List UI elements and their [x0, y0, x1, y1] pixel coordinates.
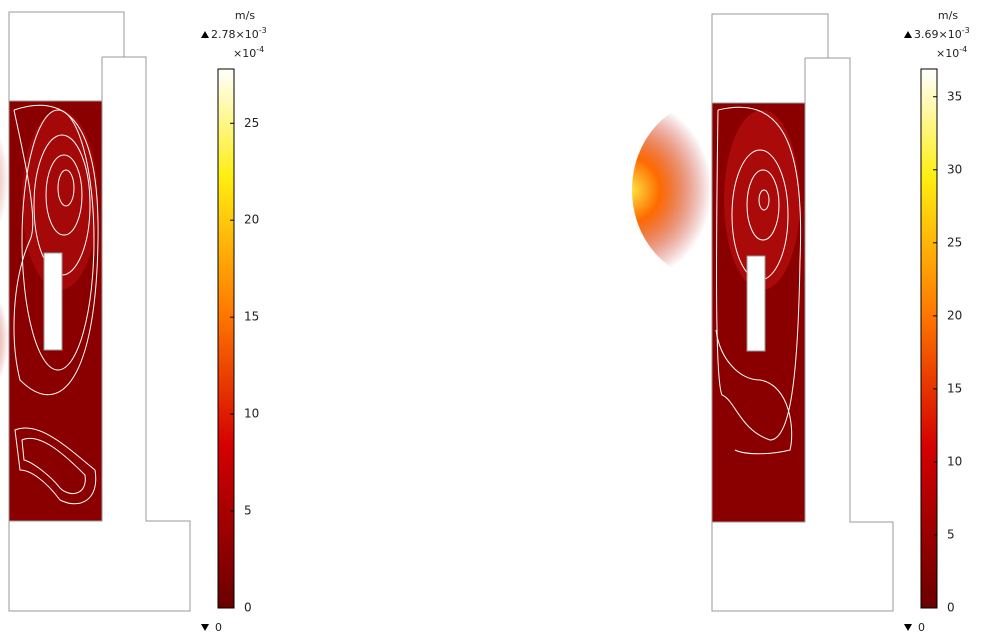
- streamline: [758, 189, 770, 211]
- geometry: [0, 11, 191, 612]
- streamline: [21, 437, 86, 495]
- tick-label: 0: [244, 601, 252, 615]
- max-mantissa: 2.78×10: [211, 28, 259, 41]
- max-marker: [904, 31, 912, 38]
- outline: [711, 13, 894, 612]
- tick-label: 35: [947, 89, 962, 103]
- tick-label: 5: [947, 527, 955, 541]
- streamline: [716, 106, 802, 441]
- tick-label: 20: [947, 308, 962, 322]
- tick-label: 20: [244, 213, 259, 227]
- scale-exponent: -4: [959, 45, 967, 54]
- tick-label: 25: [244, 116, 259, 130]
- scale-base: ×10: [233, 47, 256, 60]
- streamline: [21, 109, 95, 371]
- unit-label: m/s: [938, 9, 958, 22]
- min-marker: [201, 624, 209, 631]
- scale-exponent: -4: [256, 45, 264, 54]
- tick-label: 10: [947, 454, 962, 468]
- tick-label: 25: [947, 235, 962, 249]
- colorbar: m/s 3.69×10-3 ×10-4 0 5 10 15 20 25 30 35 0: [904, 9, 970, 634]
- scale-label: ×10-4: [233, 45, 264, 61]
- streamline: [746, 169, 780, 241]
- obstacle: [43, 252, 63, 351]
- colorbar-fill: [920, 68, 938, 609]
- min-label: 0: [918, 621, 925, 634]
- colorbar: m/s 2.78×10-3 ×10-4 0 5 10 15 20 25 0: [201, 9, 267, 634]
- tick-label: 15: [947, 381, 962, 395]
- colorbar-fill: [217, 68, 235, 609]
- streamline: [45, 154, 83, 236]
- outline: [101, 56, 146, 101]
- max-label: 2.78×10-3: [211, 26, 267, 42]
- streamline: [14, 427, 97, 505]
- panels: [0, 11, 894, 612]
- tick-label: 15: [244, 310, 259, 324]
- max-exponent: -3: [962, 26, 970, 35]
- max-mantissa: 3.69×10: [914, 28, 962, 41]
- obstacle: [746, 255, 766, 352]
- scale-label: ×10-4: [936, 45, 967, 61]
- scale-base: ×10: [936, 47, 959, 60]
- min-marker: [904, 624, 912, 631]
- tick-label: 0: [947, 601, 955, 615]
- outline: [8, 11, 191, 612]
- min-label: 0: [215, 621, 222, 634]
- tick-label: 10: [244, 407, 259, 421]
- tick-label: 5: [244, 504, 252, 518]
- streamline: [13, 104, 99, 396]
- warm-zone: [724, 110, 800, 290]
- max-marker: [201, 31, 209, 38]
- tick-label: 30: [947, 162, 962, 176]
- geometry: [632, 13, 894, 612]
- streamline: [715, 329, 793, 455]
- streamline: [57, 169, 75, 207]
- unit-label: m/s: [235, 9, 255, 22]
- outline: [804, 57, 850, 103]
- max-exponent: -3: [259, 26, 267, 35]
- max-label: 3.69×10-3: [914, 26, 970, 42]
